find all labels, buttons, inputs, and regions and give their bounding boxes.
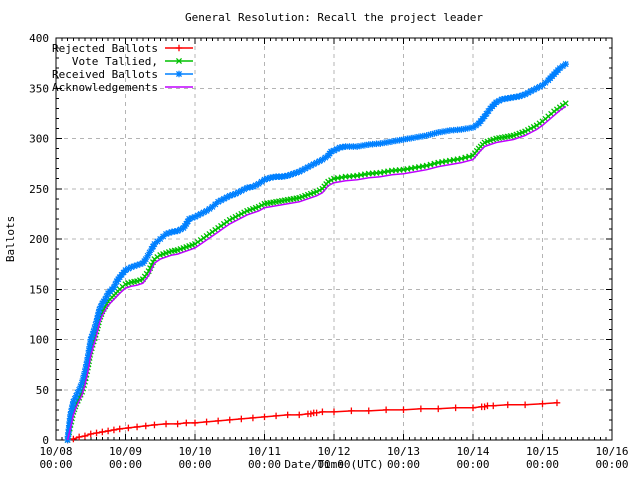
x-tick-label-time: 00:00 (595, 458, 628, 471)
x-tick-label-time: 00:00 (39, 458, 72, 471)
series-line-acknowledgements (66, 105, 567, 441)
series-markers-received-ballots (64, 60, 569, 444)
y-tick-label: 250 (29, 183, 49, 196)
x-tick-label-date: 10/15 (526, 445, 559, 458)
series-vote-tallied (64, 100, 569, 444)
legend-entry-vote-tallied: Vote Tallied, (72, 55, 193, 68)
x-tick-label-time: 00:00 (248, 458, 281, 471)
chart-title: General Resolution: Recall the project l… (184, 11, 483, 24)
y-tick-label: 350 (29, 82, 49, 95)
legend-entry-acknowledgements: Acknowledgements (52, 81, 193, 94)
x-tick-label-time: 00:00 (178, 458, 211, 471)
y-tick-label: 50 (36, 384, 49, 397)
x-tick-label-date: 10/11 (248, 445, 281, 458)
legend-entry-received-ballots: Received Ballots (52, 68, 193, 81)
x-tick-label-date: 10/13 (387, 445, 420, 458)
y-axis-label: Ballots (4, 216, 17, 262)
legend-label-rejected-ballots: Rejected Ballots (52, 42, 158, 55)
legend-marker-vote-tallied (175, 57, 183, 65)
y-tick-label: 100 (29, 334, 49, 347)
x-tick-label-time: 00:00 (317, 458, 350, 471)
x-tick-label-time: 00:00 (109, 458, 142, 471)
y-tick-label: 150 (29, 283, 49, 296)
series-markers-rejected-ballots (64, 399, 561, 444)
series-line-rejected-ballots (67, 402, 558, 441)
legend-label-acknowledgements: Acknowledgements (52, 81, 158, 94)
legend-marker-rejected-ballots (175, 44, 183, 52)
x-tick-label-date: 10/10 (178, 445, 211, 458)
x-tick-label-time: 00:00 (387, 458, 420, 471)
legend-marker-received-ballots (175, 70, 183, 78)
legend-label-vote-tallied: Vote Tallied, (72, 55, 158, 68)
x-tick-label-date: 10/09 (109, 445, 142, 458)
x-tick-label-date: 10/14 (456, 445, 489, 458)
x-tick-label-date: 10/08 (39, 445, 72, 458)
series-received-ballots (64, 60, 569, 444)
series-line-received-ballots (66, 63, 567, 441)
grid-lines (56, 38, 612, 440)
legend-label-received-ballots: Received Ballots (52, 68, 158, 81)
series-rejected-ballots (64, 399, 561, 444)
x-tick-label-time: 00:00 (526, 458, 559, 471)
x-tick-label-date: 10/12 (317, 445, 350, 458)
y-tick-label: 400 (29, 32, 49, 45)
x-tick-label-time: 00:00 (456, 458, 489, 471)
legend-entry-rejected-ballots: Rejected Ballots (52, 42, 193, 55)
y-tick-label: 0 (42, 434, 49, 447)
x-tick-label-date: 10/16 (595, 445, 628, 458)
y-tick-label: 200 (29, 233, 49, 246)
x-axis-label: Date/Time (UTC) (284, 458, 383, 471)
series-acknowledgements (66, 105, 567, 441)
tick-labels: 10/0800:0010/0900:0010/1000:0010/1100:00… (29, 32, 628, 471)
series-markers-vote-tallied (64, 100, 569, 444)
y-tick-label: 300 (29, 133, 49, 146)
